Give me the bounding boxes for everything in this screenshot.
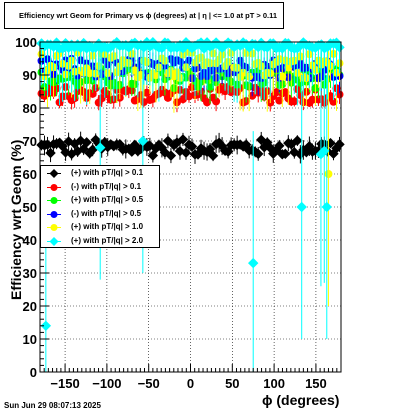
x-tick-label: −150 — [50, 376, 79, 391]
timestamp: Sun Jun 29 08:07:13 2025 — [4, 401, 101, 410]
y-tick-label: 40 — [23, 233, 37, 248]
data-point — [239, 68, 248, 77]
legend-item: (-) with pT/|q| > 0.1 — [41, 181, 159, 194]
data-point — [139, 98, 148, 107]
data-point — [184, 92, 193, 101]
data-point — [281, 88, 290, 97]
data-point — [296, 91, 305, 100]
data-point — [207, 150, 219, 161]
data-point — [334, 139, 345, 150]
legend-item: (-) with pT/|q| > 0.5 — [41, 208, 159, 221]
data-point — [308, 95, 317, 104]
data-point — [212, 97, 221, 106]
legend-marker-icon — [47, 236, 61, 246]
y-tick-label: 100 — [15, 35, 37, 50]
data-point — [142, 88, 151, 97]
x-tick-label: 50 — [225, 376, 239, 391]
data-point — [272, 88, 281, 97]
legend-item: (+) with pT/|q| > 0.1 — [41, 167, 159, 180]
data-point — [178, 95, 187, 104]
legend-label: (+) with pT/|q| > 1.0 — [71, 222, 144, 231]
y-tick-label: 10 — [23, 332, 37, 347]
legend-marker-icon — [47, 169, 61, 178]
legend-label: (-) with pT/|q| > 0.5 — [71, 208, 142, 218]
data-point — [278, 72, 287, 81]
legend-label: (+) with pT/|q| > 0.1 — [71, 168, 144, 177]
y-tick-label: 80 — [23, 101, 37, 116]
data-point — [206, 82, 215, 91]
x-tick-label: −100 — [92, 376, 121, 391]
data-point — [165, 150, 177, 161]
data-points — [36, 36, 345, 372]
data-point — [292, 135, 303, 146]
data-point — [290, 97, 299, 106]
legend-marker-icon — [47, 210, 61, 218]
data-point — [334, 42, 345, 53]
legend-item: (+) with pT/|q| > 2.0 — [41, 235, 159, 248]
x-tick-label: 150 — [305, 376, 327, 391]
legend-item: (+) with pT/|q| > 0.5 — [41, 194, 159, 207]
legend-marker-icon — [47, 224, 61, 231]
data-point — [85, 69, 94, 78]
y-axis-label: Efficiency wrt Geom (%) — [8, 139, 24, 300]
legend-label: (+) with pT/|q| > 0.5 — [71, 195, 144, 204]
data-point — [274, 140, 285, 152]
y-tick-label: 30 — [23, 266, 37, 281]
data-point — [162, 135, 174, 147]
data-point — [130, 66, 139, 75]
legend-marker-icon — [47, 197, 61, 204]
x-tick-label: −50 — [138, 376, 160, 391]
y-tick-label: 70 — [23, 134, 37, 149]
legend-marker-icon — [47, 183, 61, 191]
data-point — [280, 148, 291, 160]
y-tick-label: 0 — [30, 365, 37, 380]
data-point — [177, 134, 189, 145]
legend-item: (+) with pT/|q| > 1.0 — [41, 221, 159, 234]
data-point — [324, 170, 333, 178]
chart-title: Efficiency wrt Geom for Primary vs ϕ (de… — [19, 11, 278, 20]
legend: (+) with pT/|q| > 0.1 (-) with pT/|q| > 0… — [40, 165, 160, 248]
x-axis-label: ϕ (degrees) — [262, 392, 340, 408]
data-point — [248, 257, 259, 269]
data-point — [284, 63, 293, 72]
data-point — [275, 96, 284, 105]
title-box: Efficiency wrt Geom for Primary vs ϕ (de… — [4, 2, 284, 29]
data-point — [94, 142, 106, 153]
data-point — [296, 201, 307, 213]
data-point — [329, 97, 338, 106]
data-point — [253, 148, 264, 160]
y-tick-label: 90 — [23, 68, 37, 83]
data-point — [186, 141, 198, 152]
y-tick-label: 20 — [23, 299, 37, 314]
x-tick-label: 0 — [187, 376, 194, 391]
data-point — [40, 320, 52, 332]
data-point — [203, 98, 212, 107]
y-tick-label: 60 — [23, 167, 37, 182]
data-point — [137, 135, 149, 147]
x-tick-label: 100 — [263, 376, 285, 391]
y-tick-label: 50 — [23, 200, 37, 215]
legend-label: (-) with pT/|q| > 0.1 — [71, 181, 142, 191]
data-point — [319, 145, 330, 157]
data-point — [321, 201, 332, 213]
data-point — [81, 137, 92, 148]
data-point — [151, 71, 160, 80]
legend-label: (+) with pT/|q| > 2.0 — [71, 235, 144, 245]
